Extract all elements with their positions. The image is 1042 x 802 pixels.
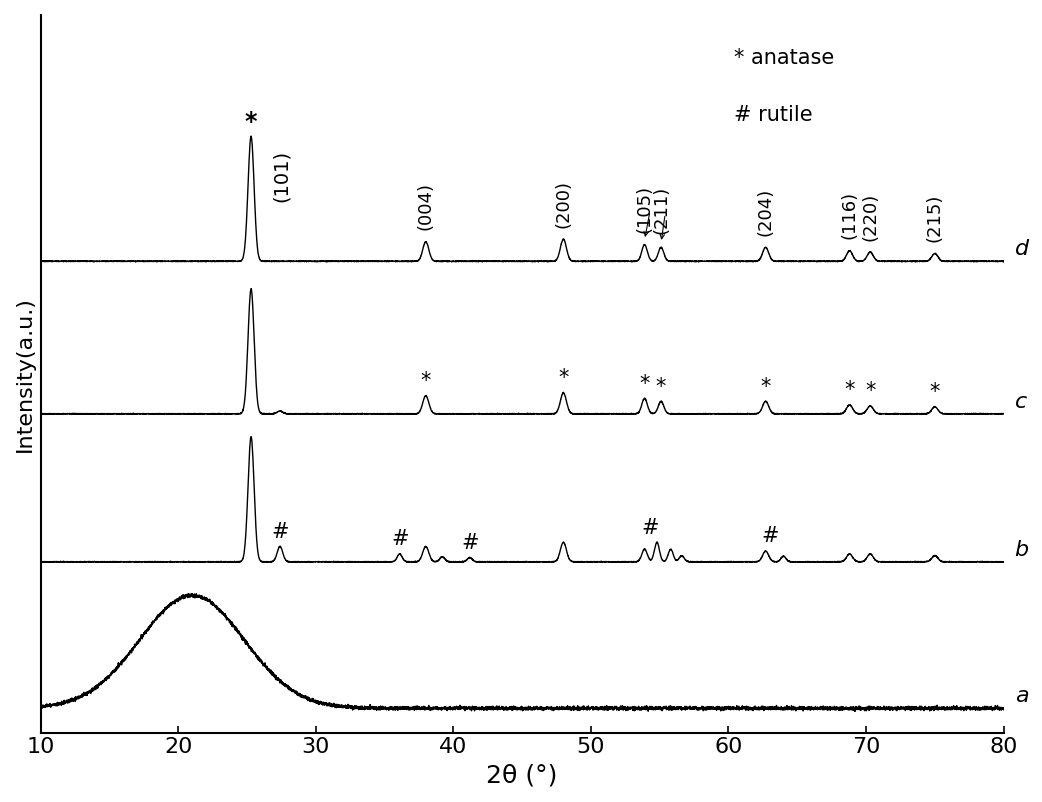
Text: (101): (101) <box>272 149 291 201</box>
Text: *: * <box>761 377 771 397</box>
Text: *: * <box>421 371 431 391</box>
Text: *: * <box>640 374 650 394</box>
Text: *: * <box>929 382 940 402</box>
Text: d: d <box>1015 239 1028 259</box>
Text: #: # <box>641 518 659 537</box>
Text: (204): (204) <box>756 188 774 236</box>
Text: *: * <box>865 381 875 401</box>
Text: * anatase: * anatase <box>734 48 835 68</box>
Text: (105): (105) <box>636 185 653 233</box>
X-axis label: 2θ (°): 2θ (°) <box>487 763 557 787</box>
Text: *: * <box>559 368 569 388</box>
Text: (215): (215) <box>926 193 944 242</box>
Text: # rutile: # rutile <box>734 105 813 125</box>
Text: (116): (116) <box>841 191 859 239</box>
Text: *: * <box>245 110 257 134</box>
Text: a: a <box>1015 686 1028 706</box>
Text: #: # <box>271 522 289 541</box>
Text: *: * <box>655 377 666 396</box>
Y-axis label: Intensity(a.u.): Intensity(a.u.) <box>15 296 35 452</box>
Text: (220): (220) <box>861 192 879 241</box>
Text: b: b <box>1015 540 1028 560</box>
Text: c: c <box>1015 391 1027 411</box>
Text: (200): (200) <box>554 180 572 228</box>
Text: #: # <box>391 529 408 549</box>
Text: *: * <box>844 380 854 400</box>
Text: (211): (211) <box>652 185 670 233</box>
Text: #: # <box>461 533 478 553</box>
Text: #: # <box>761 526 778 546</box>
Text: (004): (004) <box>417 182 435 230</box>
